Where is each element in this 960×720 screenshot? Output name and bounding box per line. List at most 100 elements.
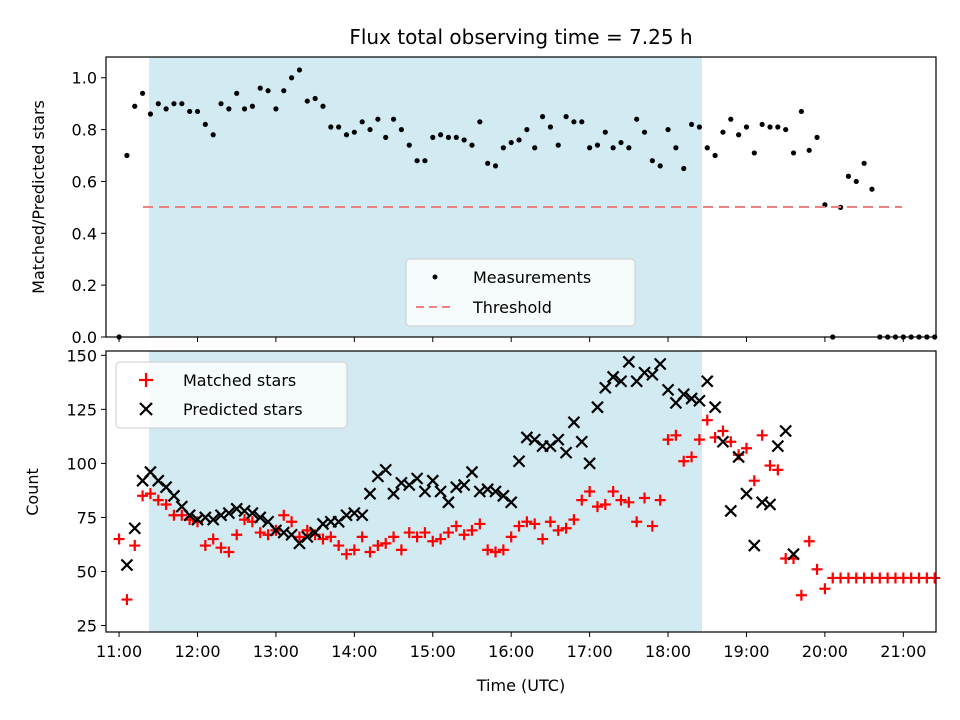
measurements-point (234, 90, 240, 96)
measurements-point (869, 186, 875, 192)
measurements-point (304, 98, 310, 104)
bottom-y-tick-label: 50 (77, 562, 97, 581)
measurements-point (124, 152, 130, 159)
predicted-stars-point (128, 521, 142, 535)
measurements-point (171, 101, 177, 107)
predicted-stars-point (748, 539, 761, 552)
matched-stars-point (929, 572, 941, 584)
matched-stars-point (129, 540, 141, 552)
predicted-stars-point (591, 400, 604, 414)
matched-stars-point (662, 434, 674, 446)
matched-stars-point (411, 531, 423, 543)
matched-stars-point (199, 540, 211, 552)
x-tick-label: 21:00 (880, 642, 926, 661)
measurements-point (759, 121, 765, 128)
measurements-legend-marker (432, 274, 438, 280)
measurements-point (218, 101, 224, 107)
predicted-stars-point (661, 383, 675, 397)
measurements-point (430, 134, 436, 140)
measurements-point (289, 75, 295, 81)
matched-stars-point (160, 498, 172, 510)
predicted-stars-point (567, 416, 581, 429)
measurements-point (736, 132, 742, 138)
measurements-point (398, 126, 405, 133)
matched-stars-point (529, 518, 541, 530)
matched-stars-point (482, 544, 494, 556)
measurements-point (367, 126, 373, 133)
predicted-stars-point (120, 558, 134, 572)
threshold-legend-label: Threshold (472, 298, 552, 317)
bottom-y-tick-label: 100 (66, 454, 97, 473)
measurements-point (712, 152, 718, 159)
predicted-stars-point (230, 502, 243, 516)
predicted-stars-point (355, 508, 369, 522)
matched-stars-point (207, 533, 219, 545)
matched-stars-point (584, 486, 596, 497)
predicted-stars-point (410, 472, 424, 485)
measurements-point (241, 106, 248, 112)
measurements-point (508, 139, 514, 146)
measurements-point (139, 90, 146, 96)
matched-stars-point (717, 425, 729, 437)
matched-stars-point (293, 531, 305, 543)
predicted-stars-point (763, 498, 777, 511)
matched-stars-legend-marker (139, 373, 153, 387)
matched-stars-point (623, 496, 635, 508)
top-y-tick-label: 0.8 (72, 121, 97, 140)
matched-stars-point (419, 527, 431, 539)
matched-stars-point (607, 486, 619, 497)
measurements-point (351, 129, 357, 135)
matched-stars-point (576, 494, 588, 506)
matched-stars-point (286, 516, 298, 528)
predicted-stars-point (277, 526, 291, 539)
matched-stars-point (450, 520, 462, 532)
matched-stars-point (231, 529, 243, 541)
measurements-point (524, 126, 530, 133)
bottom-legend-box (115, 361, 348, 429)
predicted-stars-point (348, 506, 361, 520)
predicted-stars-point (575, 435, 589, 449)
matched-stars-point (819, 583, 831, 595)
matched-stars-point (152, 494, 164, 506)
matched-stars-point (388, 531, 400, 543)
bottom-y-tick-label: 150 (66, 346, 97, 365)
matched-stars-point (364, 546, 376, 558)
measurements-point (132, 103, 138, 109)
matched-stars-point (670, 429, 682, 441)
predicted-stars-point (457, 478, 471, 492)
top-axes-frame (105, 56, 937, 338)
matched-stars-point (591, 501, 603, 513)
matched-stars-point (646, 520, 658, 532)
matched-stars-point (341, 548, 353, 560)
measurements-point (610, 145, 616, 151)
matched-stars-point (239, 514, 251, 526)
predicted-stars-point (520, 431, 534, 444)
measurements-point (210, 132, 216, 138)
top-y-axis: 0.0 0.2 0.4 0.6 0.8 1.0 (72, 69, 106, 347)
bottom-y-axis-label: Count (23, 468, 42, 516)
matched-stars-point (552, 524, 564, 536)
top-y-tick-label: 0.0 (72, 328, 97, 347)
matched-stars-point (325, 531, 337, 543)
measurements-point (767, 124, 773, 130)
matched-stars-point (333, 540, 345, 552)
predicted-stars-point (716, 435, 730, 449)
predicted-stars-point (183, 508, 196, 522)
measurements-point (688, 121, 695, 128)
measurements-point (594, 142, 601, 148)
matched-stars-point (380, 537, 392, 549)
predicted-stars-point (222, 506, 236, 520)
measurements-point (516, 137, 522, 143)
predicted-stars-point (779, 424, 792, 438)
measurements-point (806, 147, 812, 153)
predicted-stars-point (395, 476, 408, 490)
measurements-point (406, 142, 412, 148)
measurements-point (296, 67, 303, 73)
x-tick-label: 15:00 (410, 642, 456, 661)
measurements-point (422, 158, 428, 164)
top-panel: 0.0 0.2 0.4 0.6 0.8 1.0 Matched/Predicted sta… (29, 56, 938, 347)
measurements-point (477, 119, 483, 125)
predicted-stars-point (426, 474, 440, 487)
predicted-stars-point (551, 433, 565, 446)
matched-stars-point (356, 531, 368, 543)
